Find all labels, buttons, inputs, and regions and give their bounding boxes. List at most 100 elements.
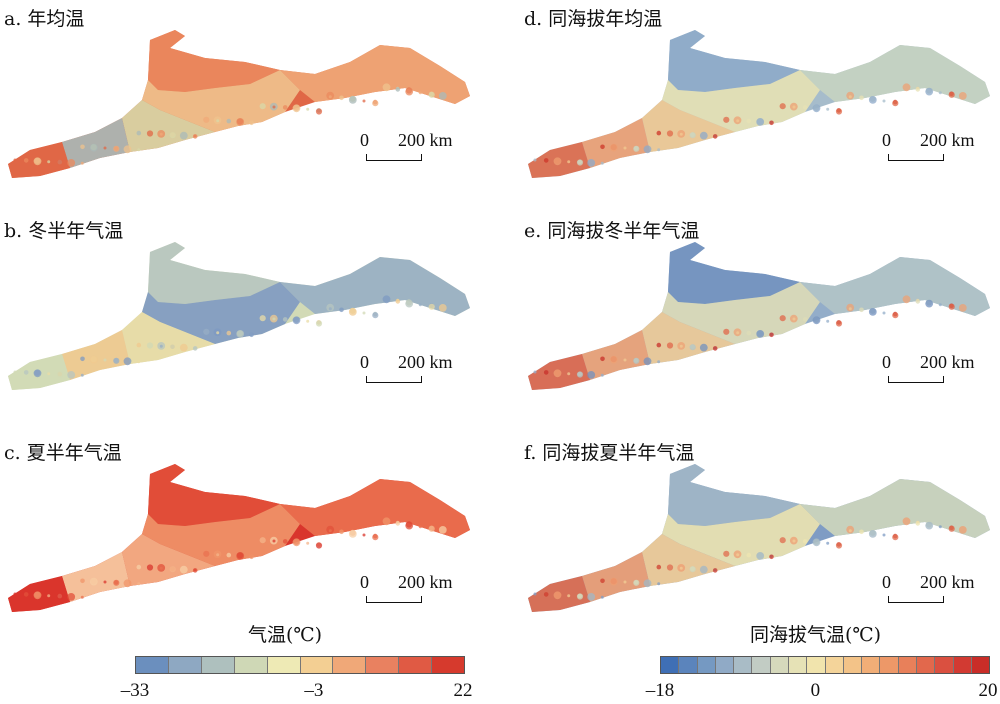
terrain-speckle bbox=[779, 103, 786, 110]
terrain-speckle bbox=[80, 373, 84, 377]
terrain-speckle bbox=[958, 526, 967, 534]
terrain-speckle bbox=[792, 105, 796, 109]
terrain-speckle bbox=[609, 577, 618, 586]
terrain-speckle bbox=[67, 371, 76, 379]
terrain-speckle bbox=[236, 330, 245, 338]
terrain-speckle bbox=[292, 104, 301, 113]
temperature-zone bbox=[122, 100, 215, 152]
terrain-speckle bbox=[712, 568, 718, 573]
region-map bbox=[8, 242, 470, 390]
terrain-speckle bbox=[859, 529, 864, 535]
terrain-speckle bbox=[882, 99, 886, 103]
terrain-speckle bbox=[712, 134, 718, 139]
temperature-zone bbox=[800, 45, 990, 104]
terrain-speckle bbox=[746, 118, 752, 124]
panel-c: c. 夏半年气温 0 200 km bbox=[0, 434, 500, 654]
terrain-speckle bbox=[826, 107, 830, 111]
terrain-speckle bbox=[89, 577, 98, 586]
terrain-speckle bbox=[756, 118, 765, 126]
panel-title: c. 夏半年气温 bbox=[4, 442, 122, 464]
terrain-speckle bbox=[179, 565, 188, 574]
terrain-speckle bbox=[179, 343, 188, 352]
legend-swatch bbox=[898, 657, 917, 673]
terrain-speckle bbox=[192, 568, 198, 573]
terrain-speckle bbox=[553, 591, 562, 600]
legend-swatch bbox=[366, 657, 400, 673]
terrain-speckle bbox=[169, 132, 176, 139]
temperature-zone bbox=[582, 330, 650, 380]
terrain-speckle bbox=[689, 132, 696, 139]
region-map bbox=[8, 464, 470, 612]
terrain-speckle bbox=[882, 533, 886, 537]
legend-tick-label: –3 bbox=[304, 680, 324, 701]
temperature-zone bbox=[62, 118, 130, 168]
scale-bar: 0 200 km bbox=[358, 352, 498, 392]
scale-max-label: 200 km bbox=[398, 572, 453, 592]
terrain-speckle bbox=[769, 332, 774, 338]
terrain-speckle bbox=[272, 539, 276, 543]
terrain-speckle bbox=[600, 595, 604, 599]
terrain-speckle bbox=[67, 159, 76, 167]
legend-swatch bbox=[679, 657, 698, 673]
terrain-speckle bbox=[282, 105, 288, 110]
temperature-zone bbox=[800, 479, 990, 538]
scale-max-label: 200 km bbox=[398, 130, 453, 150]
terrain-speckle bbox=[348, 96, 357, 104]
legend-swatch bbox=[788, 657, 808, 673]
terrain-speckle bbox=[192, 134, 198, 139]
terrain-speckle bbox=[216, 553, 220, 557]
terrain-speckle bbox=[372, 312, 379, 319]
terrain-speckle bbox=[328, 307, 332, 311]
terrain-speckle bbox=[848, 307, 852, 311]
scale-bar: 0 200 km bbox=[880, 352, 1000, 392]
legend-swatch bbox=[234, 657, 268, 673]
temperature-zone bbox=[280, 45, 470, 104]
terrain-speckle bbox=[576, 159, 584, 166]
terrain-speckle bbox=[382, 517, 391, 526]
terrain-speckle bbox=[418, 91, 422, 95]
terrain-speckle bbox=[372, 100, 379, 107]
terrain-speckle bbox=[203, 550, 210, 557]
terrain-speckle bbox=[643, 145, 652, 154]
legend-swatch bbox=[267, 657, 301, 673]
panel-e: e. 同海拔冬半年气温 0 200 km bbox=[520, 212, 1000, 432]
terrain-speckle bbox=[103, 580, 107, 584]
terrain-speckle bbox=[236, 118, 245, 126]
terrain-speckle bbox=[80, 144, 85, 150]
terrain-speckle bbox=[80, 356, 85, 362]
terrain-speckle bbox=[428, 91, 435, 98]
terrain-speckle bbox=[666, 130, 674, 137]
terrain-speckle bbox=[600, 161, 604, 165]
terrain-speckle bbox=[113, 579, 120, 586]
terrain-speckle bbox=[23, 370, 29, 375]
temperature-zone bbox=[668, 464, 800, 526]
scale-zero-label: 0 bbox=[882, 130, 891, 150]
terrain-speckle bbox=[699, 565, 708, 574]
terrain-speckle bbox=[882, 311, 886, 315]
terrain-speckle bbox=[802, 105, 808, 110]
terrain-speckle bbox=[657, 360, 661, 364]
terrain-speckle bbox=[405, 521, 414, 530]
terrain-speckle bbox=[723, 116, 730, 123]
terrain-speckle bbox=[306, 319, 310, 323]
terrain-speckle bbox=[192, 346, 198, 351]
terrain-speckle bbox=[623, 580, 627, 584]
terrain-speckle bbox=[587, 371, 596, 379]
scale-bar: 0 200 km bbox=[880, 130, 1000, 170]
terrain-speckle bbox=[915, 87, 921, 92]
terrain-speckle bbox=[292, 538, 301, 547]
panel-title: a. 年均温 bbox=[4, 8, 85, 30]
terrain-speckle bbox=[723, 550, 730, 557]
panel-title: e. 同海拔冬半年气温 bbox=[524, 220, 700, 242]
terrain-speckle bbox=[339, 529, 344, 535]
legend-swatch bbox=[333, 657, 367, 673]
terrain-speckle bbox=[779, 315, 786, 322]
terrain-speckle bbox=[146, 564, 154, 571]
terrain-speckle bbox=[13, 370, 17, 374]
terrain-speckle bbox=[13, 158, 17, 162]
terrain-speckle bbox=[576, 593, 584, 600]
panel-title: f. 同海拔夏半年气温 bbox=[524, 442, 695, 464]
terrain-speckle bbox=[438, 526, 447, 534]
temperature-zone bbox=[642, 100, 735, 152]
terrain-speckle bbox=[848, 95, 852, 99]
